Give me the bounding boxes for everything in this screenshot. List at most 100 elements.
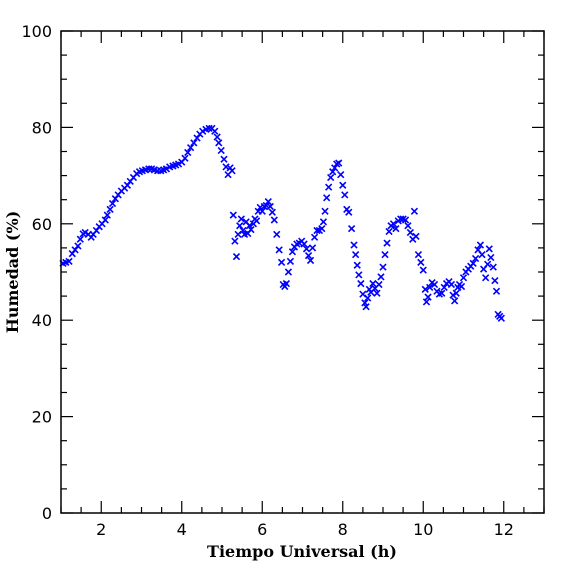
- data-point: [345, 208, 353, 216]
- data-point: [327, 173, 335, 182]
- data-point: [282, 279, 291, 288]
- data-point: [412, 232, 420, 240]
- x-tick-label: 10: [413, 520, 433, 539]
- data-point: [430, 280, 439, 289]
- data-point: [353, 261, 361, 269]
- x-axis-label: Tiempo Universal (h): [207, 542, 397, 561]
- data-point: [492, 287, 501, 295]
- data-point: [308, 244, 317, 252]
- data-point: [108, 199, 117, 208]
- data-point: [323, 194, 331, 202]
- data-point: [258, 207, 266, 215]
- data-point: [162, 165, 171, 173]
- data-point: [181, 154, 189, 162]
- x-tick-label: 12: [494, 520, 514, 539]
- data-point: [220, 155, 228, 163]
- data-point: [406, 228, 415, 237]
- data-point: [310, 233, 319, 241]
- data-point: [247, 225, 255, 234]
- data-point: [355, 271, 363, 279]
- data-point: [449, 291, 457, 299]
- data-point: [373, 289, 381, 297]
- data-point: [452, 289, 460, 297]
- data-point: [485, 245, 493, 253]
- data-point: [215, 139, 223, 147]
- data-point: [424, 293, 432, 301]
- x-tick-label: 6: [257, 520, 267, 539]
- data-point: [351, 251, 360, 259]
- data-point: [325, 183, 333, 191]
- data-point: [447, 280, 456, 289]
- data-point: [190, 139, 198, 147]
- data-point: [362, 303, 370, 311]
- data-point: [281, 282, 289, 291]
- data-point: [414, 251, 423, 259]
- data-point: [421, 285, 429, 293]
- y-tick-labels: 0 20 40 60 80 100: [21, 22, 52, 523]
- data-point: [199, 127, 207, 135]
- data-point: [491, 277, 499, 285]
- y-tick-label: 40: [32, 311, 52, 330]
- data-point: [184, 148, 192, 157]
- data-point: [357, 279, 365, 288]
- data-point: [74, 242, 82, 250]
- data-point: [174, 160, 183, 168]
- data-point: [306, 256, 315, 265]
- data-point: [81, 228, 89, 237]
- data-point: [232, 252, 241, 261]
- data-point: [419, 266, 427, 274]
- y-tick-label: 60: [32, 215, 52, 234]
- data-point: [392, 224, 400, 233]
- data-point: [302, 245, 311, 253]
- data-point: [266, 202, 274, 211]
- data-point: [471, 254, 480, 263]
- data-point: [268, 208, 276, 216]
- data-point: [270, 216, 278, 224]
- data-point: [375, 280, 383, 289]
- data-point: [229, 211, 237, 219]
- y-tick-label: 80: [32, 118, 52, 137]
- data-point: [487, 253, 495, 262]
- data-point: [469, 259, 477, 267]
- data-point: [213, 133, 221, 141]
- data-point: [275, 246, 283, 254]
- data-point: [410, 207, 419, 215]
- axis-ticks: [60, 30, 545, 514]
- data-point: [385, 227, 393, 236]
- data-point: [347, 224, 356, 233]
- x-tick-label: 4: [177, 520, 187, 539]
- data-point: [451, 297, 459, 305]
- data-point: [318, 224, 326, 233]
- data-point: [273, 230, 281, 239]
- data-point: [389, 220, 398, 228]
- data-point: [286, 257, 295, 266]
- data-point: [264, 197, 272, 206]
- y-tick-label: 0: [42, 504, 52, 523]
- data-point: [211, 127, 219, 135]
- x-tick-labels: 2 4 6 8 10 12: [96, 520, 514, 539]
- data-point: [440, 283, 448, 292]
- data-point: [364, 294, 372, 302]
- data-point: [379, 263, 387, 271]
- data-point: [300, 240, 308, 248]
- data-point: [284, 268, 293, 276]
- data-point: [489, 263, 497, 271]
- data-point: [401, 216, 410, 224]
- data-point: [252, 217, 261, 225]
- y-tick-label: 100: [21, 22, 52, 41]
- data-point: [484, 260, 492, 268]
- data-point: [231, 237, 239, 245]
- data-point: [186, 144, 195, 152]
- x-tick-label: 2: [96, 520, 106, 539]
- data-point: [478, 251, 486, 259]
- data-point: [339, 181, 347, 189]
- data-point: [369, 279, 377, 288]
- data-point: [497, 314, 505, 322]
- data-point: [350, 241, 358, 249]
- data-point: [426, 283, 434, 292]
- data-point: [341, 191, 349, 199]
- data-point: [103, 211, 111, 219]
- scatter-points: [59, 124, 505, 322]
- data-point: [422, 298, 431, 306]
- data-point: [217, 146, 225, 155]
